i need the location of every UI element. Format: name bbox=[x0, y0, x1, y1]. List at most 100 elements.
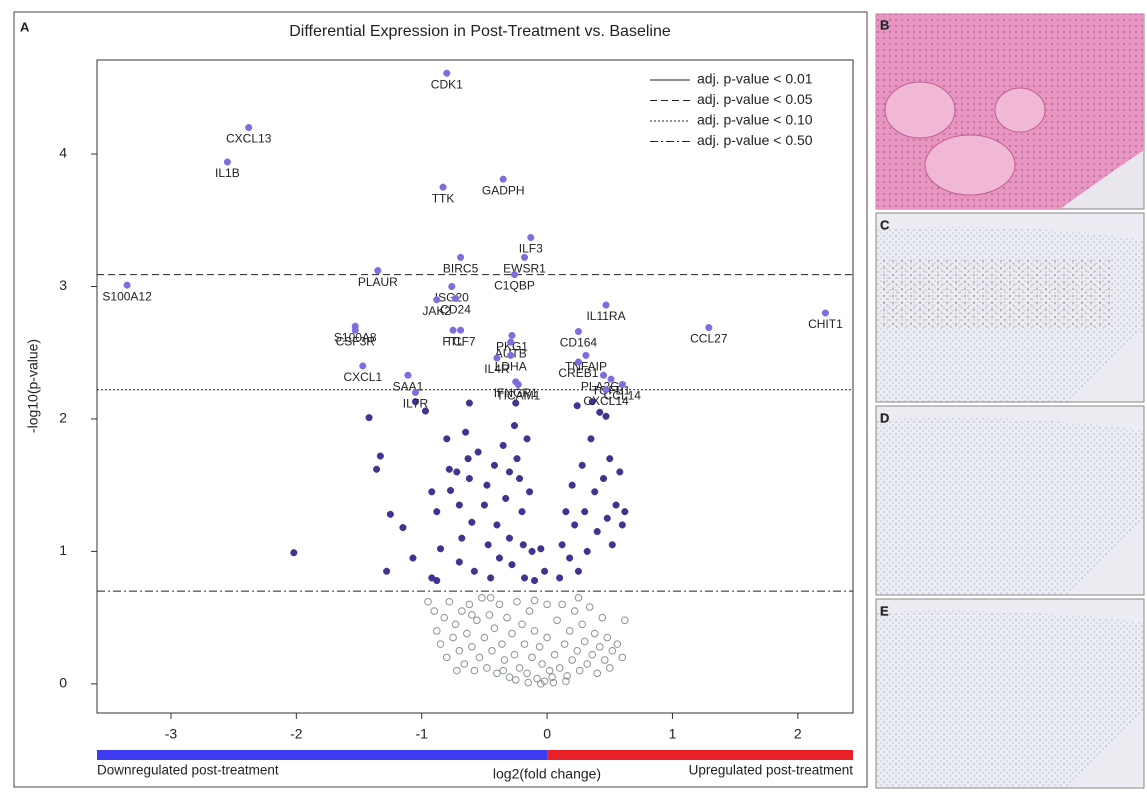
point bbox=[424, 597, 432, 606]
x-tick-label: 1 bbox=[669, 726, 677, 742]
point-label: ILF3 bbox=[519, 242, 543, 256]
point-label: PLAUR bbox=[358, 275, 398, 289]
point bbox=[359, 362, 367, 370]
point bbox=[518, 620, 526, 629]
point bbox=[449, 633, 457, 642]
point-label: IL4R bbox=[484, 362, 510, 376]
point-label: CHIT1 bbox=[808, 317, 843, 331]
tissue bbox=[924, 134, 1016, 196]
point-label: LDHA bbox=[495, 360, 527, 374]
point bbox=[505, 534, 514, 542]
point bbox=[460, 660, 469, 668]
x-tick-label: 0 bbox=[543, 726, 551, 742]
point bbox=[535, 642, 544, 651]
point bbox=[574, 327, 582, 336]
point-label: C1QBP bbox=[494, 279, 535, 293]
point bbox=[588, 398, 596, 406]
point bbox=[574, 567, 582, 575]
point bbox=[515, 475, 524, 483]
point bbox=[603, 514, 611, 522]
point bbox=[513, 597, 521, 606]
point bbox=[505, 468, 514, 476]
tissue bbox=[994, 87, 1046, 133]
point bbox=[574, 358, 582, 366]
point bbox=[520, 574, 529, 582]
point bbox=[470, 666, 479, 675]
tissue bbox=[880, 260, 1110, 330]
y-tick-label: 3 bbox=[59, 277, 67, 293]
point bbox=[411, 388, 419, 397]
point bbox=[612, 501, 620, 509]
tissue bbox=[876, 610, 1144, 788]
point bbox=[558, 541, 566, 549]
point bbox=[445, 465, 453, 473]
point bbox=[507, 351, 515, 359]
point bbox=[562, 508, 570, 516]
x-tick-label: -2 bbox=[290, 726, 303, 742]
point bbox=[374, 267, 382, 275]
point-label: TCF7 bbox=[446, 334, 476, 348]
chart-title: Differential Expression in Post-Treatmen… bbox=[289, 23, 671, 40]
point bbox=[411, 398, 419, 406]
point-label: IFNGR1 bbox=[494, 386, 538, 400]
point bbox=[443, 435, 451, 443]
point bbox=[507, 338, 515, 346]
point bbox=[455, 501, 463, 509]
point-label: CD164 bbox=[560, 336, 598, 350]
panel-label: A bbox=[20, 19, 30, 34]
point bbox=[443, 69, 451, 77]
point-label: TTK bbox=[432, 191, 455, 205]
point bbox=[453, 666, 461, 675]
point bbox=[583, 547, 591, 555]
point bbox=[605, 664, 614, 672]
point bbox=[483, 664, 491, 672]
point bbox=[608, 646, 617, 655]
point-label: PKG1 bbox=[496, 340, 528, 354]
point bbox=[245, 124, 253, 132]
point bbox=[451, 620, 460, 629]
point bbox=[574, 593, 583, 602]
x-axis-label: log2(fold change) bbox=[493, 766, 601, 782]
point bbox=[493, 669, 501, 678]
point bbox=[449, 326, 457, 334]
point bbox=[488, 646, 496, 655]
point bbox=[556, 574, 564, 582]
point bbox=[530, 596, 539, 605]
point bbox=[487, 574, 495, 582]
histology-panels bbox=[875, 13, 1145, 789]
point bbox=[520, 253, 529, 261]
point bbox=[528, 653, 536, 662]
image-label: E bbox=[880, 603, 889, 618]
point bbox=[578, 620, 586, 629]
point-label: CXCL13 bbox=[226, 132, 272, 146]
point bbox=[433, 576, 441, 585]
point bbox=[495, 554, 503, 562]
point bbox=[468, 611, 476, 619]
point bbox=[455, 558, 463, 566]
point bbox=[518, 508, 526, 516]
point bbox=[568, 481, 576, 489]
point bbox=[473, 616, 481, 625]
point bbox=[608, 541, 616, 549]
point bbox=[585, 603, 594, 611]
point bbox=[223, 158, 231, 166]
series bbox=[290, 398, 629, 585]
point bbox=[616, 468, 624, 476]
point bbox=[376, 452, 384, 460]
point bbox=[578, 461, 586, 469]
point bbox=[580, 637, 589, 646]
point bbox=[563, 672, 571, 680]
point bbox=[433, 296, 441, 304]
point bbox=[409, 554, 417, 562]
point bbox=[458, 534, 466, 542]
point bbox=[599, 371, 608, 379]
point bbox=[508, 331, 516, 340]
point bbox=[421, 407, 430, 415]
point bbox=[465, 600, 474, 609]
point bbox=[440, 613, 449, 622]
point bbox=[475, 653, 484, 662]
point bbox=[548, 673, 556, 682]
point-label: GADPH bbox=[482, 183, 525, 197]
point bbox=[452, 294, 460, 302]
